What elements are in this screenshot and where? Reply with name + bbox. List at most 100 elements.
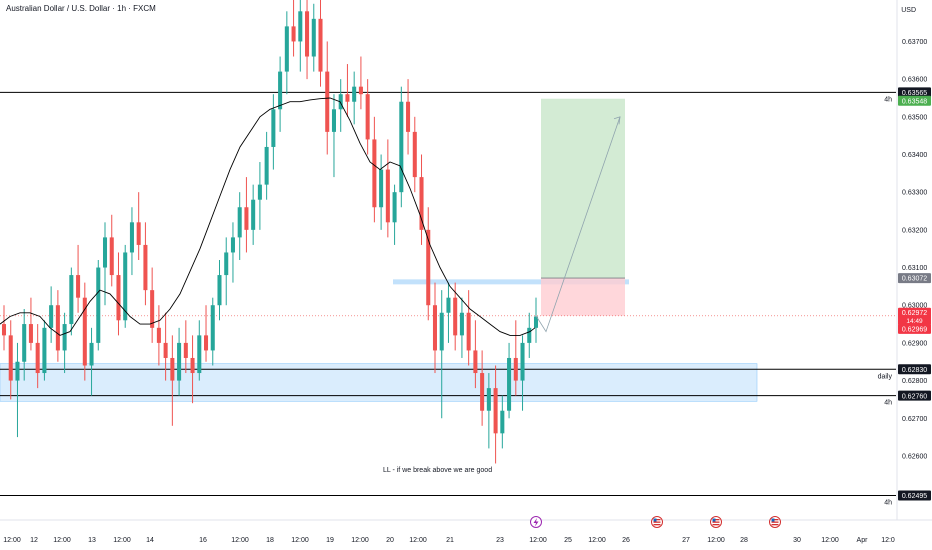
currency-label: USD [901, 7, 916, 14]
flag-stripe [771, 519, 779, 521]
candle-body [170, 357, 175, 381]
candle-body [365, 94, 370, 140]
candle-body [244, 207, 249, 230]
time-tick-label: 12 [30, 537, 38, 544]
candle-body [412, 131, 417, 178]
candle-body [204, 335, 209, 351]
candle-body [392, 192, 397, 223]
candle-body [298, 11, 303, 42]
level-label: 4h [884, 96, 892, 103]
level-price-tag-bg [898, 87, 931, 98]
time-tick-label: 12:00 [291, 537, 309, 544]
candle-body [331, 109, 336, 132]
flag-stripe [712, 519, 720, 521]
time-tick-label: 27 [682, 537, 690, 544]
price-tick-label: 0.62800 [902, 378, 927, 385]
candle-body [379, 169, 384, 208]
time-tick-label: 23 [496, 537, 504, 544]
candle-body [318, 18, 323, 72]
candle-body [311, 18, 316, 57]
candle-body [432, 305, 438, 351]
candle-body [102, 237, 108, 268]
candle-body [237, 207, 242, 238]
candle-body [338, 94, 343, 110]
candle-body [143, 244, 148, 291]
candle-body [49, 305, 54, 328]
time-tick-label: 12:00 [3, 537, 21, 544]
candle-body [520, 342, 525, 381]
price-tick-label: 0.63100 [902, 265, 927, 272]
candle-body [406, 101, 411, 132]
candle-body [439, 312, 444, 351]
candle-body [96, 267, 101, 343]
candle-body [284, 26, 289, 72]
candle-body [493, 388, 498, 434]
time-tick-label: 12:00 [53, 537, 71, 544]
flag-stripe [771, 521, 779, 523]
flag-stripe [712, 521, 720, 523]
flag-stripe [653, 521, 661, 523]
price-tick-label: 0.63300 [902, 190, 927, 197]
price-tick-label: 0.63700 [902, 39, 927, 46]
flag-canton [653, 518, 657, 522]
candle-body [150, 290, 155, 328]
candle-body [224, 252, 229, 276]
candle-body [500, 410, 505, 434]
target-price-tag: 0.63548 [902, 98, 927, 105]
candle-body [264, 146, 269, 185]
level-price-tag-bg [898, 490, 931, 501]
candle-body [230, 237, 235, 253]
time-tick-label: 12:00 [113, 537, 131, 544]
candle-body [358, 86, 363, 95]
candle-body [35, 342, 40, 374]
time-tick-label: 12:00 [351, 537, 369, 544]
time-tick-label: 18 [266, 537, 274, 544]
candle-body [217, 275, 222, 306]
flag-canton [712, 518, 716, 522]
candle-body [345, 94, 350, 102]
price-tick-label: 0.62600 [902, 453, 927, 460]
price-tick-label: 0.62700 [902, 416, 927, 423]
target-price-tag-bg [898, 95, 931, 106]
stop-loss-zone [541, 278, 625, 316]
candle-body [82, 297, 87, 366]
current-price-tag: 0.62972 [902, 310, 927, 317]
candle-body [210, 305, 215, 351]
candle-body [15, 361, 20, 381]
candle-body [513, 357, 518, 381]
entry-price-tag: 0.63072 [902, 276, 927, 283]
candle-body [372, 139, 377, 208]
price-tick-label: 0.62900 [902, 340, 927, 347]
candle-body [459, 312, 464, 336]
bid-price-tag: 0.62969 [902, 326, 927, 333]
candle-body [271, 109, 276, 147]
level-label: 4h [884, 500, 892, 507]
candle-body [385, 169, 390, 223]
time-tick-label: Apr [857, 537, 869, 544]
candle-body [22, 324, 27, 362]
level-price-tag: 0.62830 [902, 367, 927, 374]
candle-body [453, 297, 458, 336]
projection-path [535, 116, 621, 333]
candle-body [69, 275, 74, 325]
candle-body [426, 229, 431, 306]
time-tick-label: 25 [564, 537, 572, 544]
candle-body [507, 357, 512, 411]
bid-price-tag-bg [898, 323, 931, 334]
candle-body [156, 327, 161, 343]
chart-annotation: LL - if we break above we are good [383, 467, 492, 474]
candle-body [129, 222, 134, 253]
time-tick-label: 30 [793, 537, 801, 544]
time-tick-label: 28 [740, 537, 748, 544]
level-price-tag-bg [898, 390, 931, 401]
candle-body [62, 324, 67, 351]
price-tick-label: 0.63500 [902, 114, 927, 121]
time-tick-label: 13 [88, 537, 96, 544]
time-tick-label: 12:00 [231, 537, 249, 544]
candle-body [1, 324, 7, 336]
candle-body [28, 324, 33, 343]
candle-body [76, 275, 81, 298]
symbol-title: Australian Dollar / U.S. Dollar · 1h · F… [6, 4, 156, 13]
